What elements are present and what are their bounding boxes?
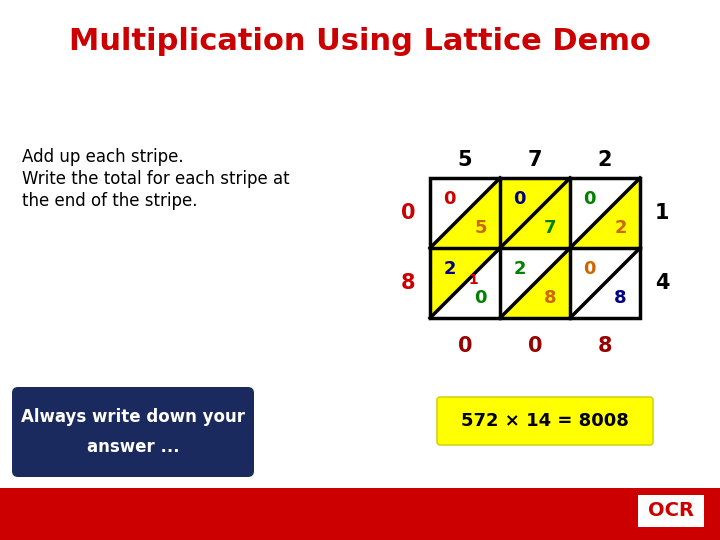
Bar <box>0 488 720 540</box>
Text: 572 × 14 = 8008: 572 × 14 = 8008 <box>461 412 629 430</box>
Text: 5: 5 <box>458 150 472 170</box>
Polygon shape <box>430 178 500 248</box>
Text: 0: 0 <box>513 190 526 208</box>
Polygon shape <box>570 178 640 248</box>
Polygon shape <box>500 178 570 248</box>
Text: Multiplication Using Lattice Demo: Multiplication Using Lattice Demo <box>69 28 651 57</box>
Bar <box>430 178 640 318</box>
Text: 0: 0 <box>474 289 487 307</box>
Text: 8: 8 <box>614 289 626 307</box>
FancyBboxPatch shape <box>437 397 653 445</box>
Polygon shape <box>430 248 500 318</box>
Text: 0: 0 <box>401 203 415 223</box>
Polygon shape <box>570 248 640 318</box>
Text: 1: 1 <box>469 273 478 287</box>
Text: 7: 7 <box>528 150 542 170</box>
Bar <box>638 495 704 527</box>
Text: Write the total for each stripe at: Write the total for each stripe at <box>22 170 289 188</box>
Polygon shape <box>430 248 500 318</box>
Polygon shape <box>430 178 500 248</box>
Text: 5: 5 <box>474 219 487 238</box>
Text: 4: 4 <box>654 273 670 293</box>
Text: Always write down your
answer ...: Always write down your answer ... <box>21 408 245 456</box>
Text: Add up each stripe.: Add up each stripe. <box>22 148 184 166</box>
Text: 2: 2 <box>444 260 456 278</box>
Text: 8: 8 <box>401 273 415 293</box>
Text: 0: 0 <box>444 190 456 208</box>
Text: 2: 2 <box>598 150 612 170</box>
Text: 7: 7 <box>544 219 557 238</box>
Text: 0: 0 <box>583 260 596 278</box>
Polygon shape <box>500 248 570 318</box>
Polygon shape <box>500 178 570 248</box>
Text: 2: 2 <box>614 219 626 238</box>
Polygon shape <box>570 178 640 248</box>
Text: 0: 0 <box>458 336 472 356</box>
Polygon shape <box>570 248 640 318</box>
Text: 8: 8 <box>544 289 557 307</box>
Text: 2: 2 <box>513 260 526 278</box>
Polygon shape <box>500 248 570 318</box>
Text: 0: 0 <box>528 336 542 356</box>
Text: 8: 8 <box>598 336 612 356</box>
FancyBboxPatch shape <box>12 387 254 477</box>
Text: 1: 1 <box>654 203 670 223</box>
Text: OCR: OCR <box>648 502 694 521</box>
Text: the end of the stripe.: the end of the stripe. <box>22 192 197 210</box>
Text: 0: 0 <box>583 190 596 208</box>
